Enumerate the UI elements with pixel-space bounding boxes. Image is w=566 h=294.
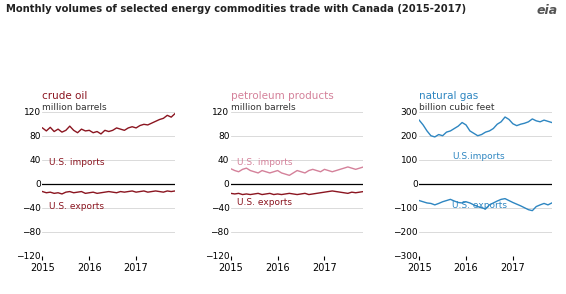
Text: U.S. imports: U.S. imports: [238, 158, 293, 167]
Text: Monthly volumes of selected energy commodities trade with Canada (2015-2017): Monthly volumes of selected energy commo…: [6, 4, 466, 14]
Text: million barrels: million barrels: [42, 103, 107, 112]
Text: U.S. exports: U.S. exports: [238, 198, 293, 207]
Text: petroleum products: petroleum products: [231, 91, 333, 101]
Text: eia: eia: [537, 4, 558, 17]
Text: crude oil: crude oil: [42, 91, 88, 101]
Text: million barrels: million barrels: [231, 103, 295, 112]
Text: U.S. imports: U.S. imports: [49, 158, 105, 167]
Text: billion cubic feet: billion cubic feet: [419, 103, 495, 112]
Text: U.S. exports: U.S. exports: [49, 203, 104, 211]
Text: U.S.imports: U.S.imports: [452, 152, 505, 161]
Text: U.S. exports: U.S. exports: [452, 201, 507, 210]
Text: natural gas: natural gas: [419, 91, 478, 101]
